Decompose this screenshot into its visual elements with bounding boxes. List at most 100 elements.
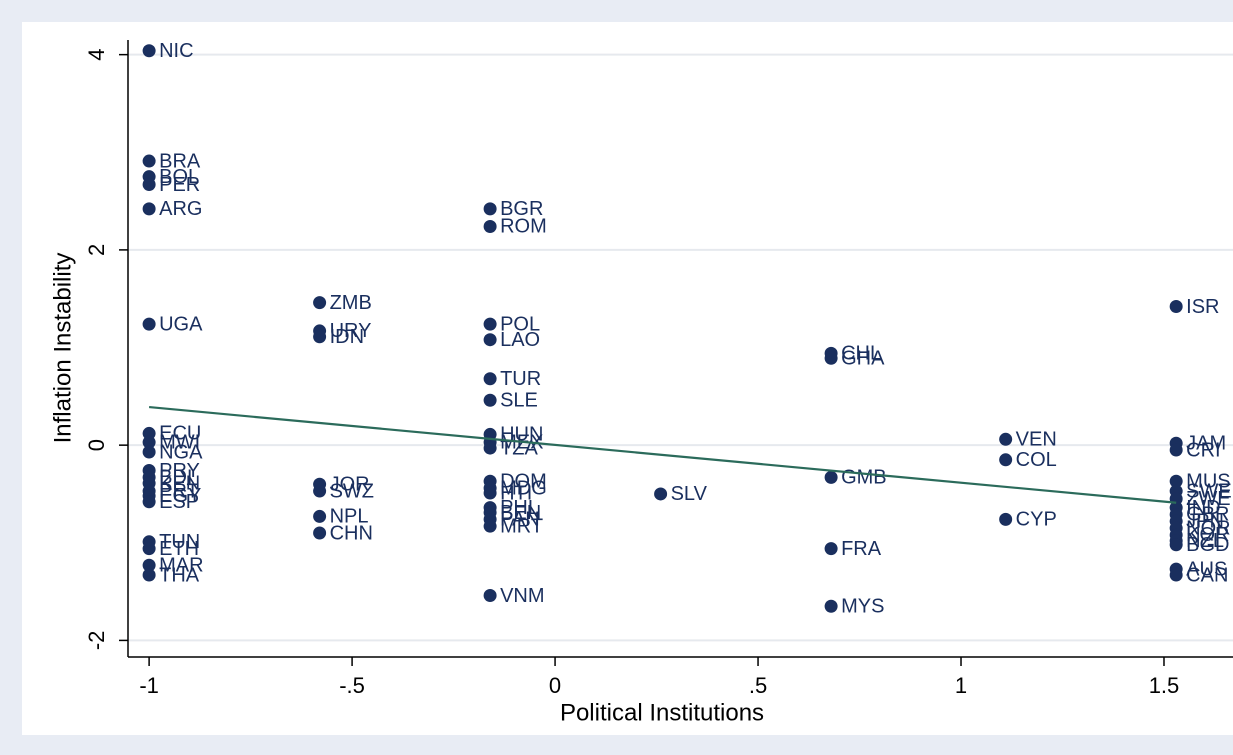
x-tick-label: .5 bbox=[749, 673, 767, 698]
point-label: ZWE bbox=[1186, 488, 1230, 510]
point-label: JOR bbox=[330, 473, 370, 495]
point-label: PER bbox=[159, 174, 200, 196]
point-label: GBR bbox=[1186, 504, 1229, 526]
point-label: SWZ bbox=[330, 480, 374, 502]
point bbox=[142, 154, 156, 168]
point-label: MDG bbox=[500, 477, 547, 499]
point-label: URY bbox=[330, 320, 372, 342]
point-label: GHA bbox=[841, 348, 885, 370]
point bbox=[142, 177, 156, 191]
point bbox=[483, 333, 497, 347]
point-label: BOL bbox=[159, 166, 199, 188]
point bbox=[313, 484, 327, 498]
point-label: ZMB bbox=[330, 292, 372, 314]
point bbox=[142, 558, 156, 572]
y-tick-label: -2 bbox=[84, 631, 109, 651]
point-label: PAN bbox=[500, 509, 540, 531]
point bbox=[313, 526, 327, 540]
point bbox=[483, 441, 497, 455]
point-label: BGR bbox=[500, 198, 543, 220]
point bbox=[1169, 474, 1183, 488]
point-label: VNM bbox=[500, 585, 544, 607]
point bbox=[824, 599, 838, 613]
point-label: BGD bbox=[1186, 534, 1229, 556]
point bbox=[313, 509, 327, 523]
point bbox=[824, 351, 838, 365]
point-label: IND bbox=[1186, 497, 1220, 519]
point-label: GMB bbox=[841, 467, 887, 489]
point bbox=[142, 542, 156, 556]
y-tick-label: 2 bbox=[84, 244, 109, 256]
x-tick-label: 0 bbox=[549, 673, 561, 698]
y-tick-label: 0 bbox=[84, 439, 109, 451]
point-label: CRI bbox=[1186, 439, 1220, 461]
point-label: MYS bbox=[841, 596, 884, 618]
point-label: ISR bbox=[1186, 296, 1219, 318]
x-tick-label: 1 bbox=[955, 673, 967, 698]
point bbox=[483, 317, 497, 331]
point-label: CAN bbox=[1186, 564, 1228, 586]
point-label: EGY bbox=[159, 485, 201, 507]
point bbox=[1169, 300, 1183, 314]
y-tick-label: 4 bbox=[84, 49, 109, 61]
point bbox=[483, 202, 497, 216]
point-label: JPN bbox=[1186, 511, 1224, 533]
x-tick-label: 1.5 bbox=[1149, 673, 1180, 698]
point-label: AUS bbox=[1186, 558, 1227, 580]
point-label: HTI bbox=[500, 482, 532, 504]
point bbox=[824, 470, 838, 484]
point bbox=[483, 588, 497, 602]
point bbox=[142, 568, 156, 582]
point bbox=[142, 445, 156, 459]
point-label: BEN bbox=[500, 502, 541, 524]
point-label: MAR bbox=[159, 555, 203, 577]
point bbox=[1169, 443, 1183, 457]
point-label: ECU bbox=[159, 423, 201, 445]
point bbox=[142, 317, 156, 331]
point bbox=[999, 432, 1013, 446]
point bbox=[142, 495, 156, 509]
point-label: CYP bbox=[1016, 509, 1057, 531]
point-label: SLV bbox=[671, 483, 708, 505]
point-label: NGA bbox=[159, 441, 203, 463]
point bbox=[654, 487, 668, 501]
point-label: SLE bbox=[500, 390, 538, 412]
point-label: COL bbox=[1016, 449, 1057, 471]
point-label: BDI bbox=[159, 467, 192, 489]
point-label: SWE bbox=[1186, 480, 1232, 502]
x-tick-label: -1 bbox=[139, 673, 159, 698]
point-label: PRY bbox=[159, 460, 200, 482]
point-label: BRA bbox=[159, 150, 201, 172]
point bbox=[483, 519, 497, 533]
point bbox=[483, 219, 497, 233]
point-label: KOR bbox=[1186, 524, 1229, 546]
point-label: VEN bbox=[1016, 429, 1057, 451]
point-label: ETH bbox=[159, 538, 199, 560]
point-label: KEN bbox=[159, 473, 200, 495]
point-label: UGA bbox=[159, 313, 203, 335]
point bbox=[483, 486, 497, 500]
point bbox=[142, 435, 156, 449]
point-label: FRA bbox=[841, 538, 882, 560]
point-label: MRT bbox=[500, 515, 543, 537]
point bbox=[142, 44, 156, 58]
point-label: TUN bbox=[159, 531, 200, 553]
point-label: PHL bbox=[500, 497, 539, 519]
point-label: JAM bbox=[1186, 432, 1226, 454]
x-tick-label: -.5 bbox=[339, 673, 365, 698]
point-label: PRT bbox=[159, 480, 199, 502]
y-axis-title: Inflation Instability bbox=[49, 253, 76, 444]
point-label: NPL bbox=[330, 506, 369, 528]
point bbox=[999, 453, 1013, 467]
point bbox=[313, 330, 327, 344]
point-label: MWI bbox=[159, 432, 200, 454]
point-label: NOR bbox=[1186, 517, 1230, 539]
point bbox=[142, 202, 156, 216]
point-label: THA bbox=[159, 564, 200, 586]
point bbox=[313, 296, 327, 310]
point-label: DOM bbox=[500, 471, 547, 493]
fit-line bbox=[149, 405, 1177, 504]
point-label: ROM bbox=[500, 216, 547, 238]
